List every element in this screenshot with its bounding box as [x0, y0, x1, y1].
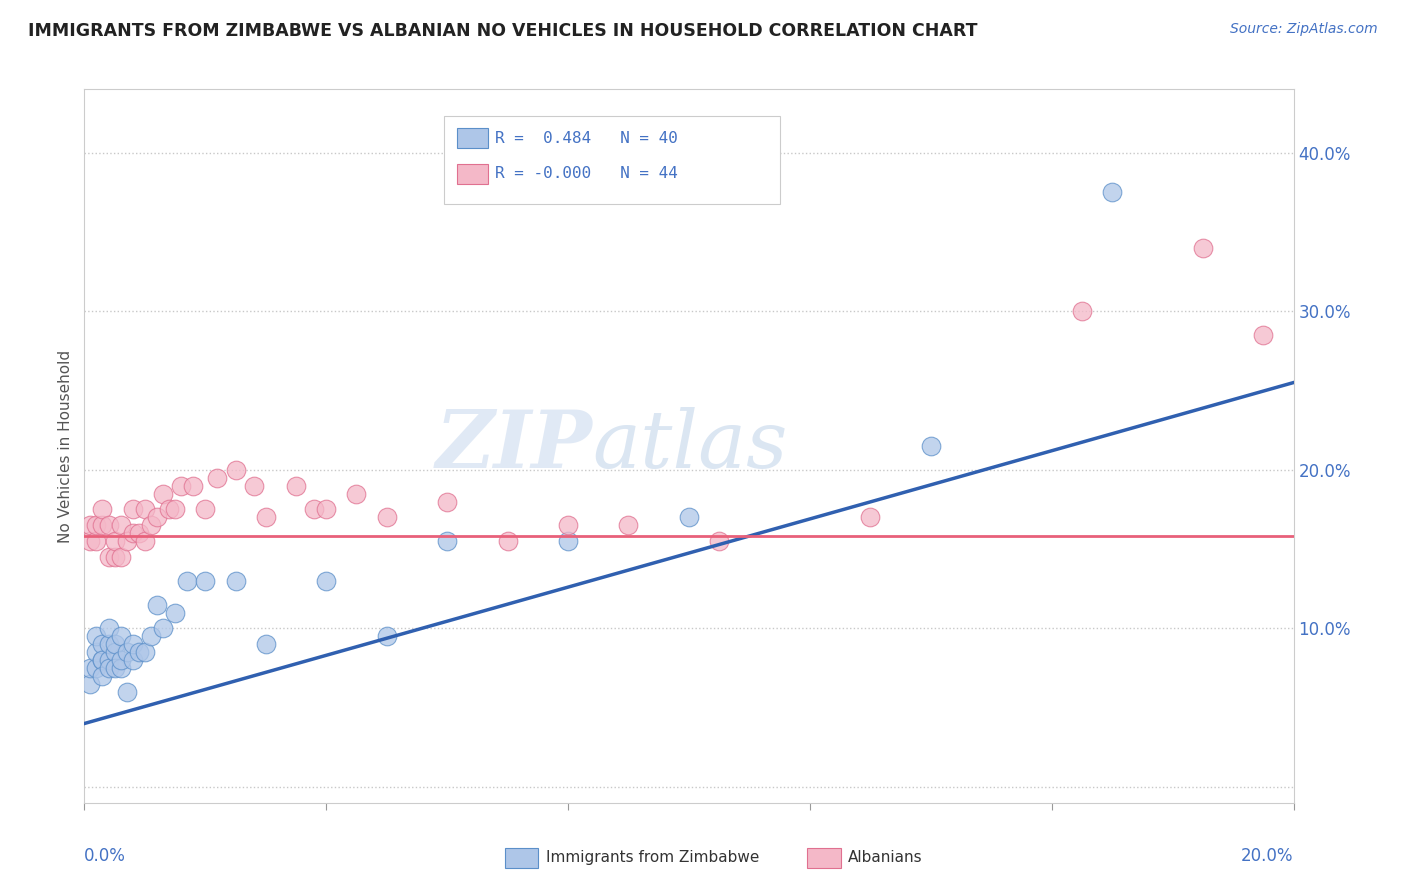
Point	[302, 502, 325, 516]
Point	[254, 637, 277, 651]
Point	[225, 463, 247, 477]
Point	[134, 645, 156, 659]
Point	[86, 629, 108, 643]
Point	[104, 645, 127, 659]
Text: 0.0%: 0.0%	[84, 847, 127, 865]
Point	[121, 637, 143, 651]
Point	[86, 534, 108, 549]
Point	[346, 486, 368, 500]
Point	[146, 510, 169, 524]
Text: R =  0.484   N = 40: R = 0.484 N = 40	[495, 131, 678, 145]
Point	[496, 534, 519, 549]
Point	[128, 645, 150, 659]
Point	[86, 518, 108, 533]
Point	[163, 606, 186, 620]
Point	[859, 510, 882, 524]
Point	[79, 534, 101, 549]
Point	[121, 502, 143, 516]
Point	[1251, 328, 1274, 343]
Point	[97, 661, 120, 675]
Point	[1101, 186, 1123, 200]
Point	[1071, 304, 1094, 318]
Point	[315, 502, 337, 516]
Point	[91, 637, 114, 651]
Point	[436, 494, 458, 508]
Point	[315, 574, 337, 588]
Point	[207, 471, 229, 485]
Point	[146, 598, 169, 612]
Point	[254, 510, 277, 524]
Point	[97, 518, 120, 533]
Point	[152, 621, 174, 635]
Point	[97, 621, 120, 635]
Point	[115, 534, 138, 549]
Point	[91, 653, 114, 667]
Point	[115, 685, 138, 699]
Text: IMMIGRANTS FROM ZIMBABWE VS ALBANIAN NO VEHICLES IN HOUSEHOLD CORRELATION CHART: IMMIGRANTS FROM ZIMBABWE VS ALBANIAN NO …	[28, 22, 977, 40]
Text: Immigrants from Zimbabwe: Immigrants from Zimbabwe	[546, 850, 759, 864]
Point	[194, 574, 217, 588]
Point	[91, 653, 114, 667]
Point	[284, 478, 308, 492]
Point	[920, 439, 942, 453]
Point	[110, 629, 132, 643]
Text: 20.0%: 20.0%	[1241, 847, 1294, 865]
Point	[91, 518, 114, 533]
Point	[176, 574, 198, 588]
Text: Source: ZipAtlas.com: Source: ZipAtlas.com	[1230, 22, 1378, 37]
Point	[152, 486, 174, 500]
Point	[110, 661, 132, 675]
Point	[170, 478, 193, 492]
Point	[110, 653, 132, 667]
Point	[157, 502, 180, 516]
Point	[194, 502, 217, 516]
Point	[104, 534, 127, 549]
Text: atlas: atlas	[592, 408, 787, 484]
Point	[115, 645, 138, 659]
Point	[557, 534, 579, 549]
Point	[134, 534, 156, 549]
Point	[121, 526, 143, 541]
Point	[121, 653, 143, 667]
Point	[97, 637, 120, 651]
Point	[617, 518, 640, 533]
Point	[128, 526, 150, 541]
Point	[86, 645, 108, 659]
Point	[79, 677, 101, 691]
Point	[709, 534, 731, 549]
Point	[436, 534, 458, 549]
Point	[97, 549, 120, 564]
Point	[110, 549, 132, 564]
Text: ZIP: ZIP	[436, 408, 592, 484]
Point	[557, 518, 579, 533]
Point	[181, 478, 204, 492]
Point	[242, 478, 264, 492]
Point	[375, 510, 398, 524]
Point	[678, 510, 700, 524]
Point	[97, 653, 120, 667]
Point	[104, 549, 127, 564]
Text: R = -0.000   N = 44: R = -0.000 N = 44	[495, 167, 678, 181]
Point	[104, 637, 127, 651]
Point	[104, 661, 127, 675]
Point	[91, 669, 114, 683]
Point	[79, 518, 101, 533]
Point	[139, 629, 162, 643]
Point	[134, 502, 156, 516]
Point	[375, 629, 398, 643]
Point	[91, 502, 114, 516]
Point	[1191, 241, 1213, 255]
Point	[110, 518, 132, 533]
Point	[79, 661, 101, 675]
Point	[86, 661, 108, 675]
Point	[225, 574, 247, 588]
Point	[139, 518, 162, 533]
Text: Albanians: Albanians	[848, 850, 922, 864]
Y-axis label: No Vehicles in Household: No Vehicles in Household	[58, 350, 73, 542]
Point	[163, 502, 186, 516]
